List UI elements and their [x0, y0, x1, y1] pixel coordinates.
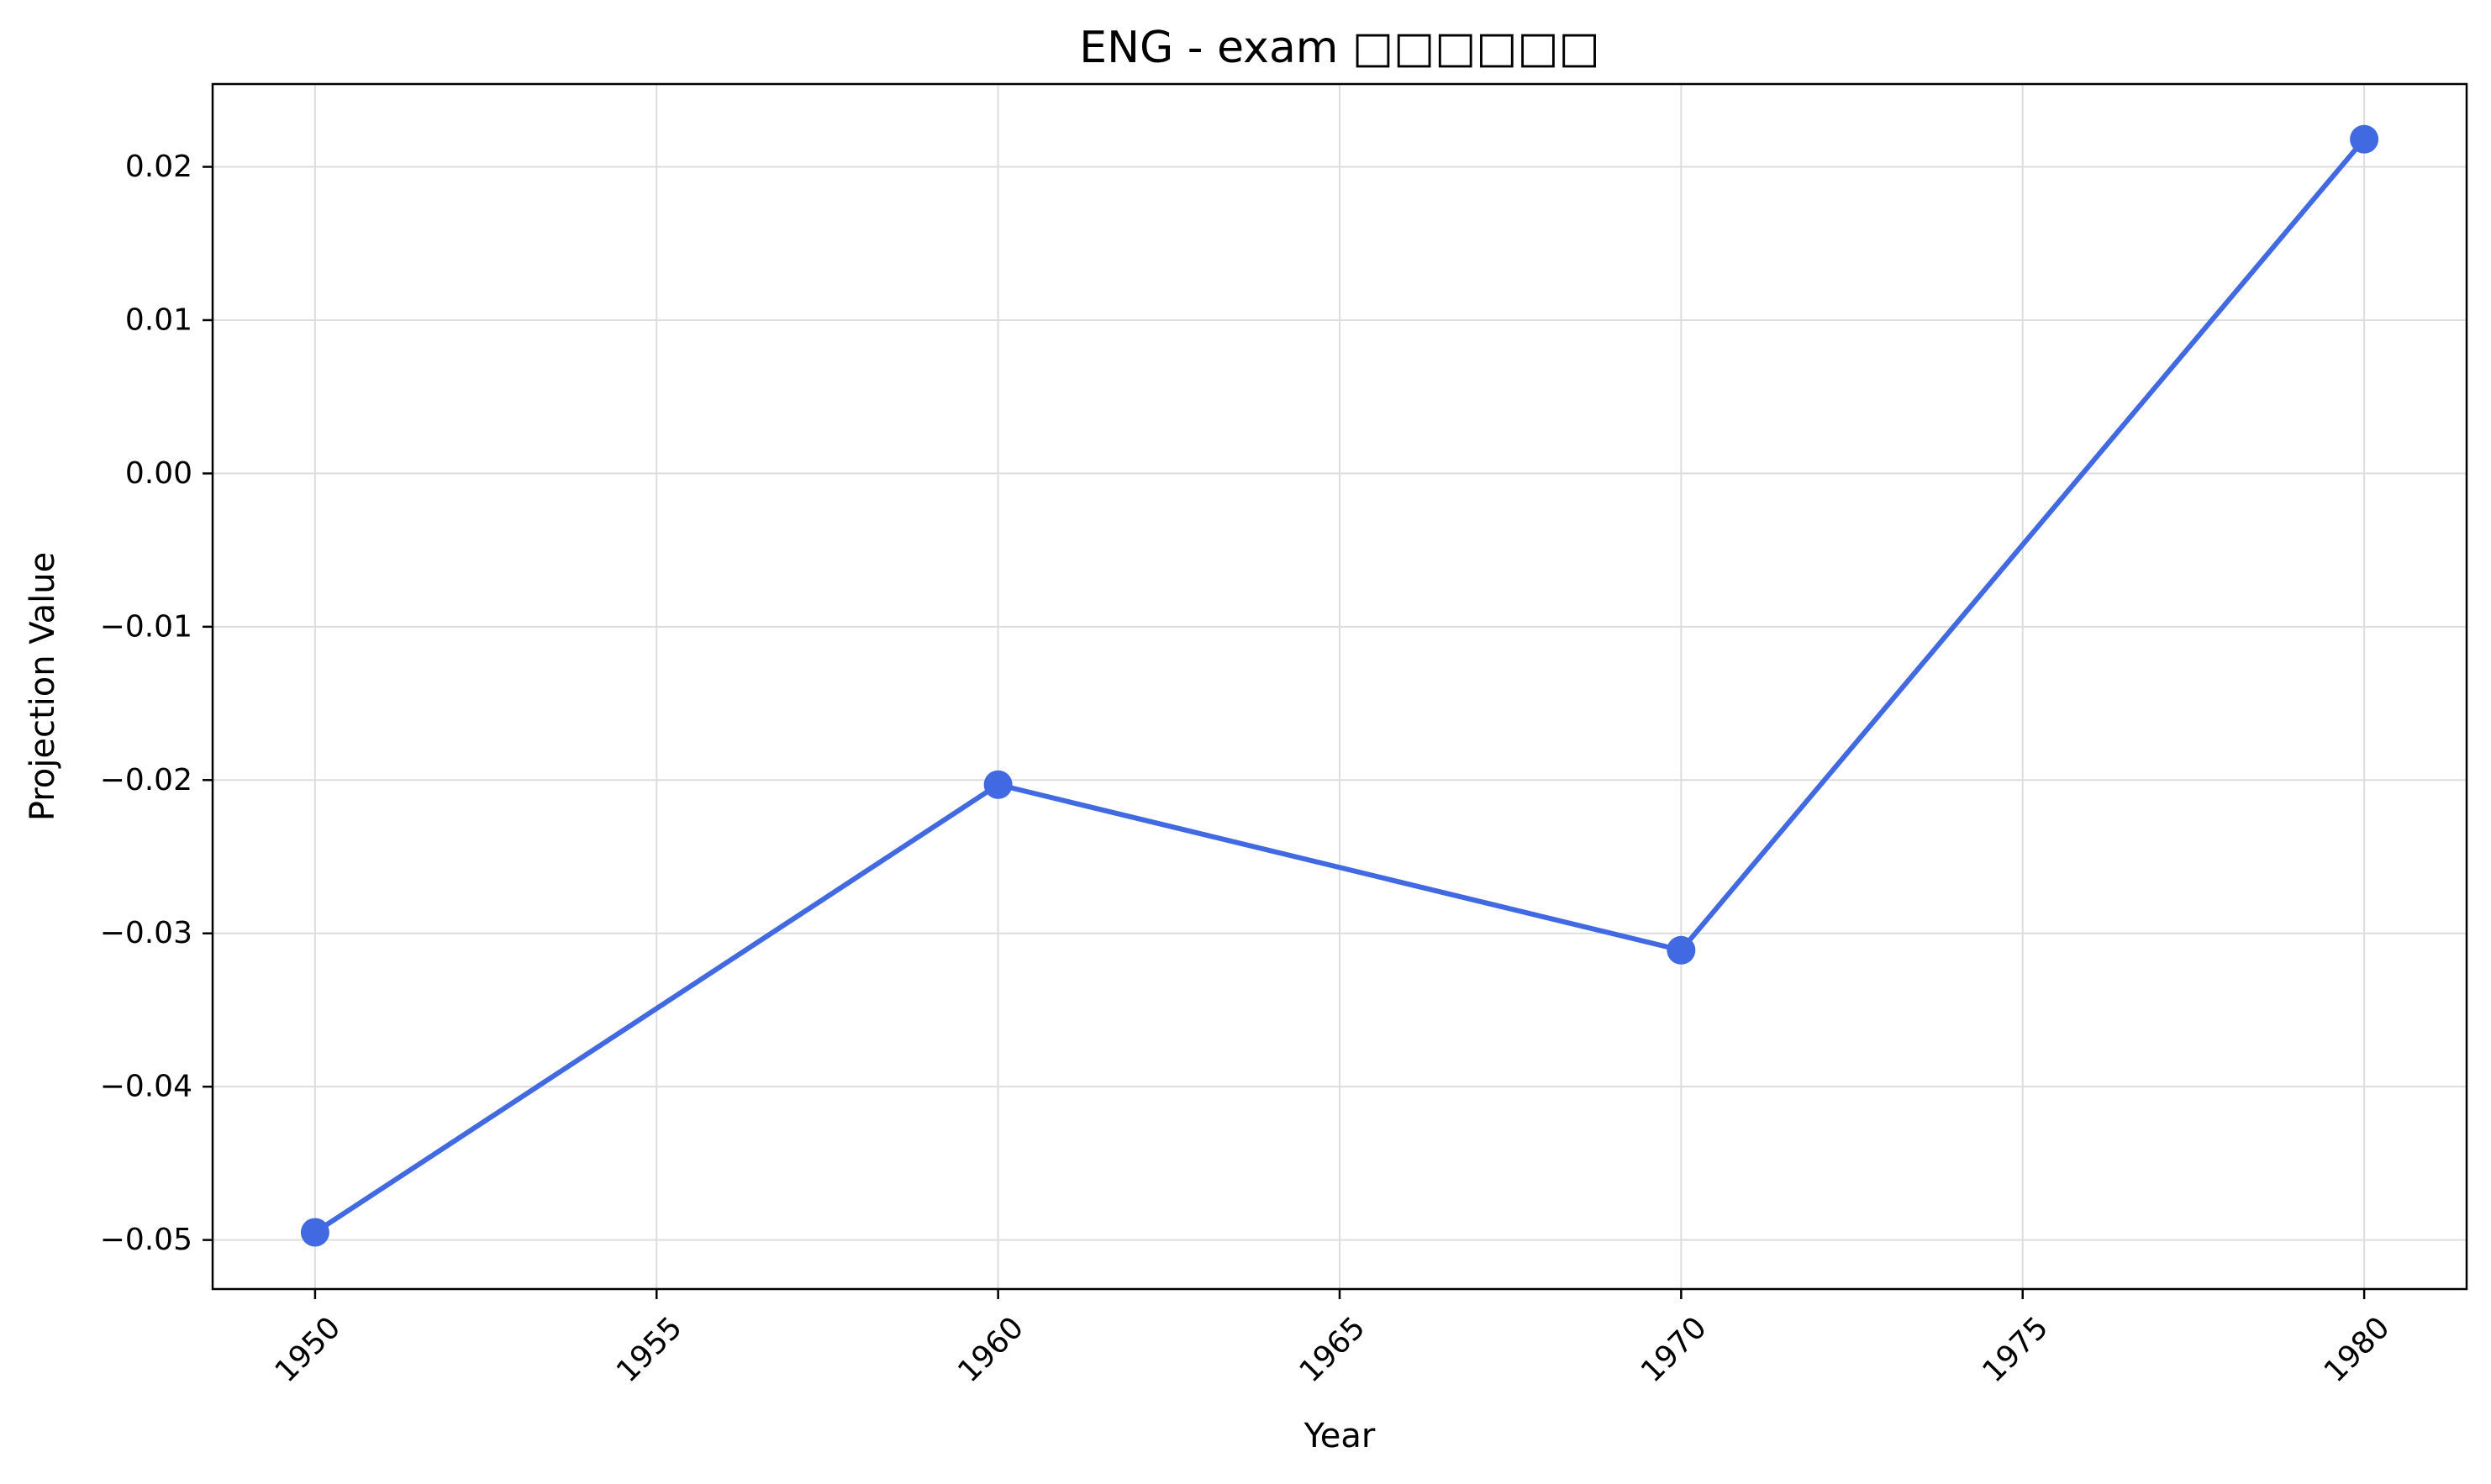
x-tick-label: 1980 — [2318, 1310, 2397, 1389]
x-tick-label: 1960 — [951, 1310, 1030, 1389]
y-tick-label: −0.02 — [100, 763, 192, 797]
y-tick-label: 0.02 — [125, 150, 192, 184]
y-axis-label: Projection Value — [24, 552, 62, 821]
series-layer — [300, 124, 2379, 1247]
chart-title: ENG - exam □□□□□□ — [1079, 23, 1600, 73]
y-tick-label: −0.05 — [100, 1223, 192, 1257]
data-point — [983, 770, 1013, 799]
x-tick-label: 1970 — [1635, 1310, 1714, 1389]
x-tick-label: 1965 — [1293, 1310, 1372, 1389]
y-axis: −0.05 −0.04 −0.03 −0.02 −0.01 0.00 0.01 0.02 — [100, 150, 213, 1257]
x-tick-label: 1950 — [269, 1310, 348, 1389]
data-point — [1667, 935, 1696, 965]
x-axis-label: Year — [1303, 1417, 1376, 1455]
x-tick-label: 1975 — [1976, 1310, 2055, 1389]
y-tick-label: −0.01 — [100, 609, 192, 644]
x-tick-label: 1955 — [610, 1310, 689, 1389]
data-point — [2350, 124, 2379, 154]
y-tick-label: 0.01 — [125, 303, 192, 337]
grid — [213, 84, 2467, 1289]
series-line — [312, 136, 2367, 1235]
y-tick-label: −0.04 — [100, 1070, 192, 1104]
y-tick-label: 0.00 — [125, 456, 192, 491]
data-point — [300, 1218, 329, 1247]
y-tick-label: −0.03 — [100, 916, 192, 950]
x-axis: 1950 1955 1960 1965 1970 1975 1980 — [269, 1289, 2397, 1389]
